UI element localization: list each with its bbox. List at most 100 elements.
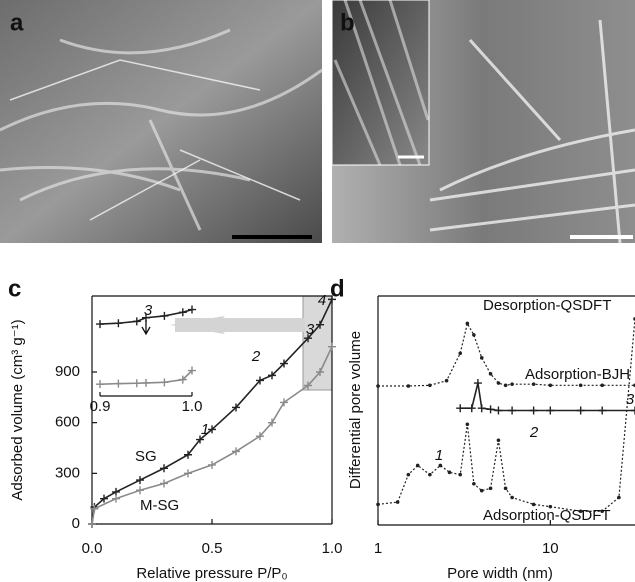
marker (472, 333, 476, 337)
marker (100, 494, 108, 503)
marker (477, 404, 486, 413)
marker (600, 509, 605, 514)
marker (406, 384, 411, 388)
marker (142, 378, 150, 387)
annotation: 1 (435, 447, 443, 464)
marker (178, 308, 187, 317)
marker (458, 472, 463, 477)
series-line (377, 318, 635, 512)
marker (160, 378, 169, 387)
marker (208, 460, 216, 469)
marker (376, 502, 380, 507)
y-axis-label: Adsorbed volume (cm³ g⁻¹) (9, 319, 26, 500)
marker (114, 379, 123, 388)
marker (529, 406, 538, 415)
marker (178, 375, 187, 384)
marker (114, 319, 123, 328)
marker (472, 481, 476, 486)
marker (160, 311, 169, 320)
marker (473, 379, 482, 388)
marker (90, 504, 99, 513)
marker (486, 405, 495, 414)
panel-label: a (10, 9, 24, 36)
marker (503, 383, 508, 388)
x-tick-label: 10 (542, 540, 559, 557)
y-tick-label: 300 (55, 464, 80, 481)
chart: 0.0 0.5 1.0 0 300 600 900 c Adsorbed volume (cm³… (8, 275, 342, 582)
marker (600, 383, 605, 388)
marker (576, 406, 585, 415)
marker (160, 464, 168, 473)
annotation: 3 (626, 391, 635, 408)
panel-label: c (8, 275, 21, 302)
marker (280, 398, 288, 407)
series-label: M-SG (140, 497, 179, 514)
marker (578, 383, 583, 388)
x-tick-label: 0.0 (82, 540, 103, 557)
series-label: Desorption-QSDFT (483, 297, 611, 314)
marker (465, 422, 470, 427)
marker (395, 500, 400, 504)
series-line (91, 299, 333, 525)
annotation: 2 (529, 424, 539, 441)
annotation: 2 (251, 348, 261, 365)
x-tick-label: 0.9 (90, 398, 111, 415)
marker (503, 486, 508, 491)
y-tick-label: 600 (55, 414, 80, 431)
marker (447, 470, 452, 475)
marker (196, 435, 204, 444)
sem-image-b: b (331, 0, 635, 244)
marker (96, 380, 104, 389)
x-tick-label: 1.0 (182, 398, 203, 415)
marker (510, 495, 514, 500)
chart: 0.9 1.0 3 (90, 302, 203, 415)
marker (406, 472, 411, 477)
marker (444, 378, 449, 383)
marker (132, 379, 141, 388)
marker (458, 351, 463, 356)
marker (546, 406, 555, 415)
marker (136, 486, 144, 495)
marker (415, 463, 420, 468)
marker (188, 366, 196, 375)
marker (268, 371, 276, 380)
marker (531, 502, 536, 507)
marker (508, 406, 517, 415)
marker (488, 486, 493, 491)
marker (268, 418, 276, 427)
marker (428, 472, 432, 477)
marker (548, 383, 553, 388)
y-tick-label: 900 (55, 363, 80, 380)
marker (428, 383, 432, 388)
marker (316, 320, 324, 329)
marker (280, 359, 288, 368)
marker (112, 487, 120, 496)
series-label: Adsorption-BJH (525, 366, 630, 383)
marker (232, 403, 240, 412)
series-line (91, 346, 333, 525)
marker (456, 404, 465, 413)
series-label: Adsorption-QSDFT (483, 507, 611, 524)
marker (304, 381, 312, 390)
y-axis-label: Differential pore volume (347, 331, 364, 489)
marker (232, 447, 240, 456)
marker (465, 321, 470, 326)
annotation: 3 (306, 321, 315, 338)
marker (510, 382, 514, 386)
series-line (378, 321, 635, 387)
series-line (460, 382, 635, 412)
marker (304, 334, 312, 343)
x-tick-label: 0.5 (202, 540, 223, 557)
panel-label: b (340, 9, 355, 36)
marker (184, 469, 192, 478)
x-axis-label: Pore width (nm) (447, 565, 553, 582)
panel-label: d (330, 275, 345, 302)
marker (479, 356, 484, 360)
sem-image-a: a (0, 0, 323, 243)
marker (496, 381, 501, 385)
marker (188, 305, 196, 314)
marker (598, 406, 607, 415)
marker (112, 494, 120, 503)
marker (548, 504, 553, 509)
